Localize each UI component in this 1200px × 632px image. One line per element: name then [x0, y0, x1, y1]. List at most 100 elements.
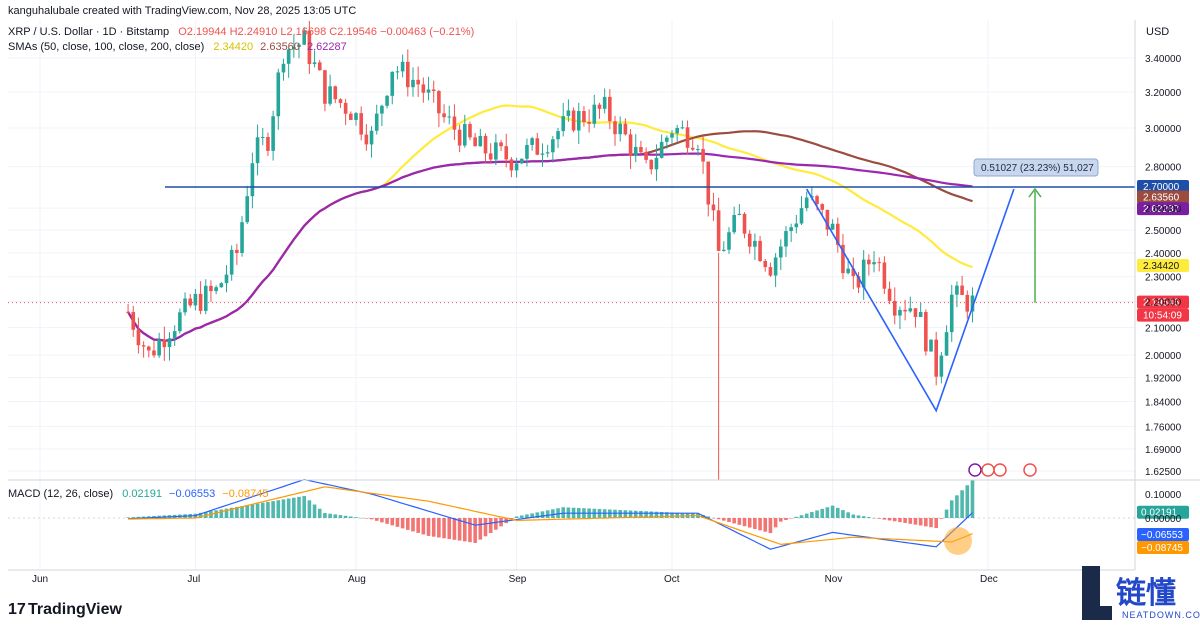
macd-hist-bar — [970, 480, 975, 518]
macd-value: 0.02191 — [122, 488, 162, 500]
macd-hist-bar — [214, 510, 218, 518]
candle-body — [250, 163, 255, 197]
macd-hist-bar — [400, 518, 405, 529]
macd-hist-bar — [452, 518, 457, 540]
macd-hist-bar — [654, 511, 659, 518]
candle-body — [509, 159, 514, 171]
candle-body — [561, 116, 566, 132]
macd-hist-bar — [286, 498, 291, 518]
candle-body — [556, 131, 560, 140]
candle-body — [426, 89, 431, 93]
candle-body — [525, 144, 529, 159]
candle-body — [794, 223, 799, 228]
macd-hist-bar — [810, 512, 814, 518]
macd-hist-bar — [753, 518, 757, 529]
candle-body — [623, 123, 628, 135]
macd-hist-bar — [359, 517, 363, 519]
macd-hist-bar — [141, 516, 146, 518]
candle-body — [685, 127, 690, 148]
candle-body — [861, 259, 866, 288]
price-label-sma200 — [1137, 202, 1189, 216]
macd-hist-bar — [519, 515, 524, 518]
candle-body — [722, 249, 726, 251]
candle-body — [545, 152, 550, 154]
candle-body — [789, 227, 793, 232]
candle-body — [255, 137, 260, 164]
y-tick-label: 3.40000 — [1145, 54, 1182, 65]
tv-logo-text: TradingView — [28, 601, 122, 618]
macd-value-text: 0.02191 — [1141, 508, 1178, 519]
macd-hist-bar — [898, 518, 902, 523]
macd-hist-bar — [618, 509, 622, 518]
macd-hist-bar — [245, 505, 250, 518]
candle-body — [437, 91, 441, 114]
candle-body — [592, 104, 597, 124]
candle-body — [406, 61, 410, 88]
candle-body — [457, 129, 462, 146]
candle-body — [343, 102, 348, 114]
macd-hist-bar — [918, 518, 923, 526]
candle-body — [618, 123, 622, 135]
candle-body — [955, 285, 959, 295]
macd-hist-bar — [659, 511, 664, 518]
macd-hist-bar — [478, 518, 483, 540]
macd-hist-bar — [535, 512, 540, 518]
candle-body — [690, 147, 695, 150]
macd-hist-bar — [483, 518, 488, 537]
axes: 3.40000 3.20000 3.00000 2.80000 2.60000 2.500… — [8, 20, 1200, 585]
macd-hist-bar — [924, 518, 928, 527]
macd-hist-bar — [675, 512, 679, 518]
macd-hist-bar — [525, 514, 529, 518]
candle-body — [742, 213, 747, 234]
sma-legend: SMAs (50, close, 100, close, 200, close)… — [8, 41, 347, 53]
candles — [126, 21, 975, 480]
candle-body — [240, 222, 244, 253]
candle-body — [711, 204, 716, 211]
macd-hist-bar — [934, 518, 938, 529]
macd-hist-bar — [229, 507, 234, 518]
macd-hist-bar — [416, 518, 420, 533]
sma100-value: 2.63560 — [260, 41, 300, 53]
candle-body — [825, 209, 830, 230]
macd-hist-bar — [727, 518, 731, 523]
macd-hist-bar — [421, 518, 426, 535]
candle-body — [851, 268, 856, 277]
candle-body — [395, 71, 400, 73]
candle-body — [369, 130, 374, 145]
attribution: kanguhalubale created with TradingView.c… — [8, 5, 357, 17]
candle-body — [644, 152, 648, 160]
event-icon — [981, 463, 995, 477]
candle-body — [235, 249, 239, 253]
tradingview-logo[interactable]: 17 TradingView — [8, 601, 122, 619]
macd-hist-bar — [240, 506, 244, 518]
candle-body — [214, 287, 218, 292]
macd-hist-bar — [841, 510, 845, 518]
price-label-text: 10:54:09 — [1143, 311, 1182, 322]
macd-pane: 0.02191 −0.06553 −0.08745 — [8, 478, 1189, 555]
macd-hist-bar — [292, 497, 296, 518]
macd-hist-bar — [628, 510, 633, 518]
macd-hist-bar — [737, 518, 742, 525]
macd-hist-bar — [623, 510, 628, 518]
candle-body — [276, 72, 281, 117]
sma-overlays — [127, 104, 973, 342]
candle-body — [203, 285, 208, 311]
sma50-line — [127, 104, 973, 342]
candle-body — [167, 338, 172, 348]
candle-body — [665, 137, 669, 142]
candle-body — [784, 231, 788, 247]
macd-hist-bar — [903, 518, 907, 523]
macd-hist-bar — [556, 508, 560, 518]
candle-body — [960, 285, 964, 295]
candle-body — [551, 139, 555, 153]
candle-body — [680, 127, 685, 129]
macd-hist-bar — [281, 499, 286, 518]
candle-body — [209, 285, 213, 292]
price-label-last — [1137, 295, 1189, 309]
candle-body — [732, 214, 736, 233]
event-icon — [1023, 463, 1037, 477]
candle-body — [229, 249, 234, 275]
price-label-text: 2.34420 — [1143, 261, 1180, 272]
candle-body — [887, 288, 892, 301]
